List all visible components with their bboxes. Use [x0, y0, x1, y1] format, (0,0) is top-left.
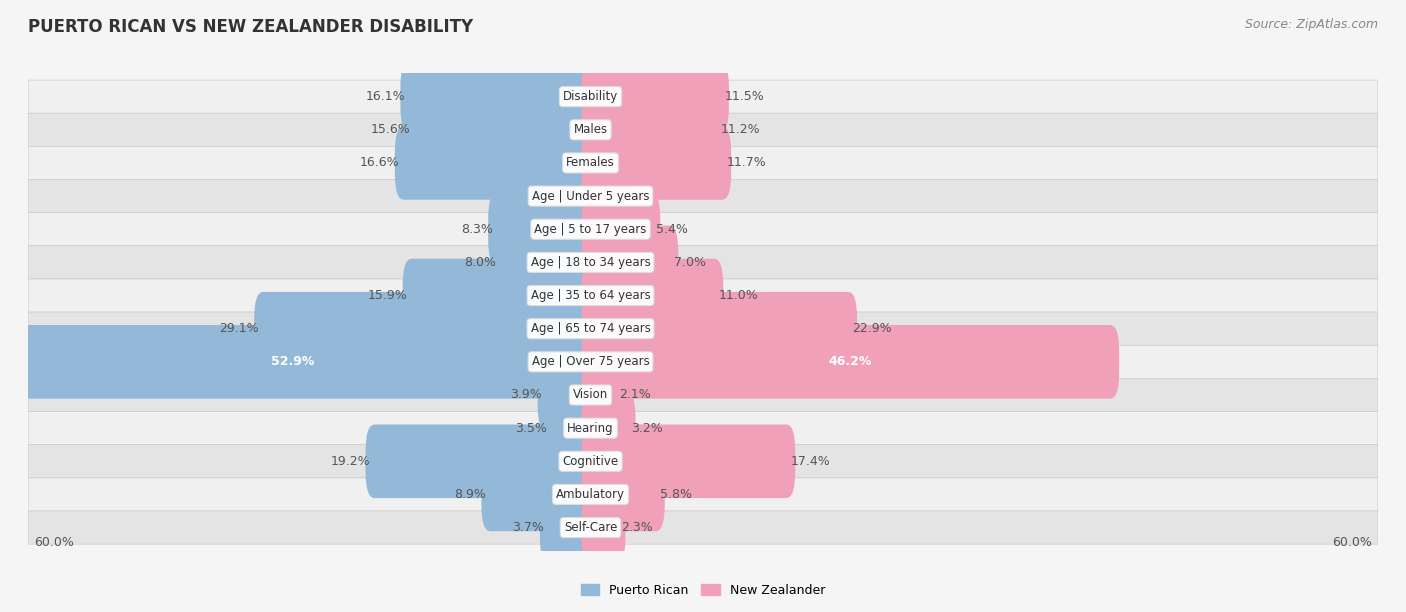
- FancyBboxPatch shape: [537, 358, 599, 432]
- Text: 8.9%: 8.9%: [454, 488, 486, 501]
- Text: 5.8%: 5.8%: [661, 488, 692, 501]
- FancyBboxPatch shape: [406, 93, 599, 166]
- Text: 11.0%: 11.0%: [718, 289, 758, 302]
- Text: Age | 5 to 17 years: Age | 5 to 17 years: [534, 223, 647, 236]
- FancyBboxPatch shape: [28, 411, 1378, 445]
- Text: PUERTO RICAN VS NEW ZEALANDER DISABILITY: PUERTO RICAN VS NEW ZEALANDER DISABILITY: [28, 18, 474, 36]
- Text: 2.1%: 2.1%: [619, 389, 651, 401]
- Text: 8.3%: 8.3%: [461, 223, 492, 236]
- Text: 60.0%: 60.0%: [34, 536, 73, 549]
- Text: 52.9%: 52.9%: [271, 356, 315, 368]
- Text: Age | 65 to 74 years: Age | 65 to 74 years: [530, 322, 651, 335]
- FancyBboxPatch shape: [366, 425, 599, 498]
- Text: 1.7%: 1.7%: [536, 190, 567, 203]
- FancyBboxPatch shape: [582, 60, 728, 133]
- Text: Hearing: Hearing: [567, 422, 614, 435]
- FancyBboxPatch shape: [28, 279, 1378, 312]
- Text: 16.6%: 16.6%: [360, 157, 399, 170]
- FancyBboxPatch shape: [582, 358, 623, 432]
- Text: 19.2%: 19.2%: [330, 455, 370, 468]
- Text: 11.2%: 11.2%: [721, 123, 761, 136]
- FancyBboxPatch shape: [582, 292, 858, 365]
- FancyBboxPatch shape: [28, 246, 1378, 279]
- FancyBboxPatch shape: [254, 292, 599, 365]
- FancyBboxPatch shape: [582, 259, 723, 332]
- Legend: Puerto Rican, New Zealander: Puerto Rican, New Zealander: [575, 579, 831, 602]
- FancyBboxPatch shape: [28, 378, 1378, 411]
- Text: 11.7%: 11.7%: [727, 157, 766, 170]
- Text: Age | 35 to 64 years: Age | 35 to 64 years: [530, 289, 651, 302]
- FancyBboxPatch shape: [582, 226, 678, 299]
- Text: 3.2%: 3.2%: [631, 422, 662, 435]
- FancyBboxPatch shape: [28, 146, 1378, 179]
- FancyBboxPatch shape: [582, 458, 665, 531]
- FancyBboxPatch shape: [582, 126, 731, 200]
- Text: Self-Care: Self-Care: [564, 521, 617, 534]
- FancyBboxPatch shape: [28, 80, 1378, 113]
- Text: 1.2%: 1.2%: [609, 190, 640, 203]
- FancyBboxPatch shape: [543, 391, 599, 465]
- Text: 2.3%: 2.3%: [621, 521, 652, 534]
- FancyBboxPatch shape: [0, 325, 599, 398]
- FancyBboxPatch shape: [28, 445, 1378, 478]
- FancyBboxPatch shape: [582, 159, 613, 233]
- Text: 60.0%: 60.0%: [1333, 536, 1372, 549]
- Text: Cognitive: Cognitive: [562, 455, 619, 468]
- FancyBboxPatch shape: [28, 511, 1378, 544]
- Text: Vision: Vision: [572, 389, 609, 401]
- FancyBboxPatch shape: [395, 126, 599, 200]
- FancyBboxPatch shape: [582, 425, 796, 498]
- FancyBboxPatch shape: [28, 312, 1378, 345]
- FancyBboxPatch shape: [28, 113, 1378, 146]
- Text: Source: ZipAtlas.com: Source: ZipAtlas.com: [1244, 18, 1378, 31]
- FancyBboxPatch shape: [562, 159, 599, 233]
- FancyBboxPatch shape: [28, 179, 1378, 212]
- Text: 46.2%: 46.2%: [828, 356, 872, 368]
- Text: 3.5%: 3.5%: [515, 422, 547, 435]
- Text: Age | Under 5 years: Age | Under 5 years: [531, 190, 650, 203]
- FancyBboxPatch shape: [28, 212, 1378, 246]
- Text: 17.4%: 17.4%: [790, 455, 831, 468]
- Text: 5.4%: 5.4%: [655, 223, 688, 236]
- Text: 3.9%: 3.9%: [510, 389, 543, 401]
- FancyBboxPatch shape: [582, 192, 661, 266]
- FancyBboxPatch shape: [488, 192, 599, 266]
- FancyBboxPatch shape: [582, 491, 626, 564]
- FancyBboxPatch shape: [492, 226, 599, 299]
- FancyBboxPatch shape: [28, 478, 1378, 511]
- FancyBboxPatch shape: [28, 345, 1378, 378]
- FancyBboxPatch shape: [582, 93, 725, 166]
- FancyBboxPatch shape: [401, 60, 599, 133]
- Text: Disability: Disability: [562, 90, 619, 103]
- FancyBboxPatch shape: [481, 458, 599, 531]
- Text: 8.0%: 8.0%: [464, 256, 496, 269]
- Text: 3.7%: 3.7%: [513, 521, 544, 534]
- Text: Females: Females: [567, 157, 614, 170]
- Text: 16.1%: 16.1%: [366, 90, 405, 103]
- FancyBboxPatch shape: [540, 491, 599, 564]
- FancyBboxPatch shape: [582, 391, 636, 465]
- Text: Ambulatory: Ambulatory: [555, 488, 626, 501]
- Text: 15.9%: 15.9%: [367, 289, 408, 302]
- Text: 22.9%: 22.9%: [852, 322, 893, 335]
- Text: 15.6%: 15.6%: [371, 123, 411, 136]
- Text: Males: Males: [574, 123, 607, 136]
- Text: Age | Over 75 years: Age | Over 75 years: [531, 356, 650, 368]
- FancyBboxPatch shape: [582, 325, 1119, 398]
- Text: Age | 18 to 34 years: Age | 18 to 34 years: [530, 256, 651, 269]
- Text: 29.1%: 29.1%: [219, 322, 259, 335]
- Text: 11.5%: 11.5%: [724, 90, 763, 103]
- FancyBboxPatch shape: [402, 259, 599, 332]
- Text: 7.0%: 7.0%: [673, 256, 706, 269]
